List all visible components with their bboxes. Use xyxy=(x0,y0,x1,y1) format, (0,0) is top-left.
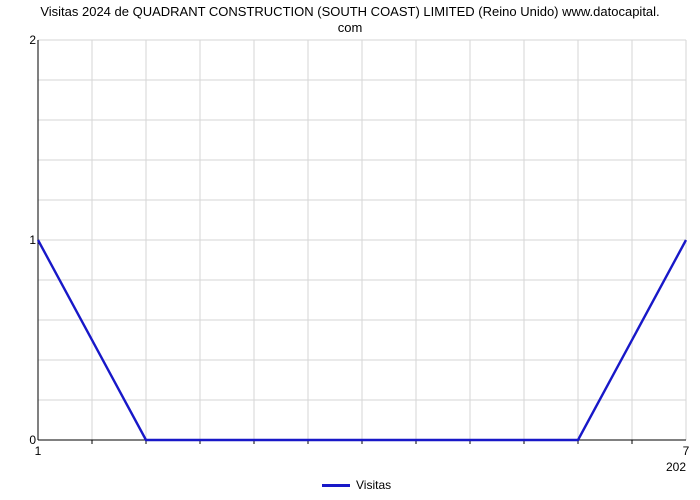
chart-plot xyxy=(38,40,686,440)
chart-title: Visitas 2024 de QUADRANT CONSTRUCTION (S… xyxy=(0,4,700,37)
legend-label: Visitas xyxy=(356,478,391,492)
x-tick-label: 7 xyxy=(683,444,690,458)
chart-title-line1: Visitas 2024 de QUADRANT CONSTRUCTION (S… xyxy=(40,4,659,19)
legend: Visitas xyxy=(322,478,391,492)
x-axis-corner-label: 202 xyxy=(666,460,686,474)
x-tick-label: 1 xyxy=(35,444,42,458)
y-tick-label: 1 xyxy=(26,233,36,247)
chart-title-line2: com xyxy=(338,20,363,35)
y-tick-label: 2 xyxy=(26,33,36,47)
legend-swatch xyxy=(322,484,350,487)
